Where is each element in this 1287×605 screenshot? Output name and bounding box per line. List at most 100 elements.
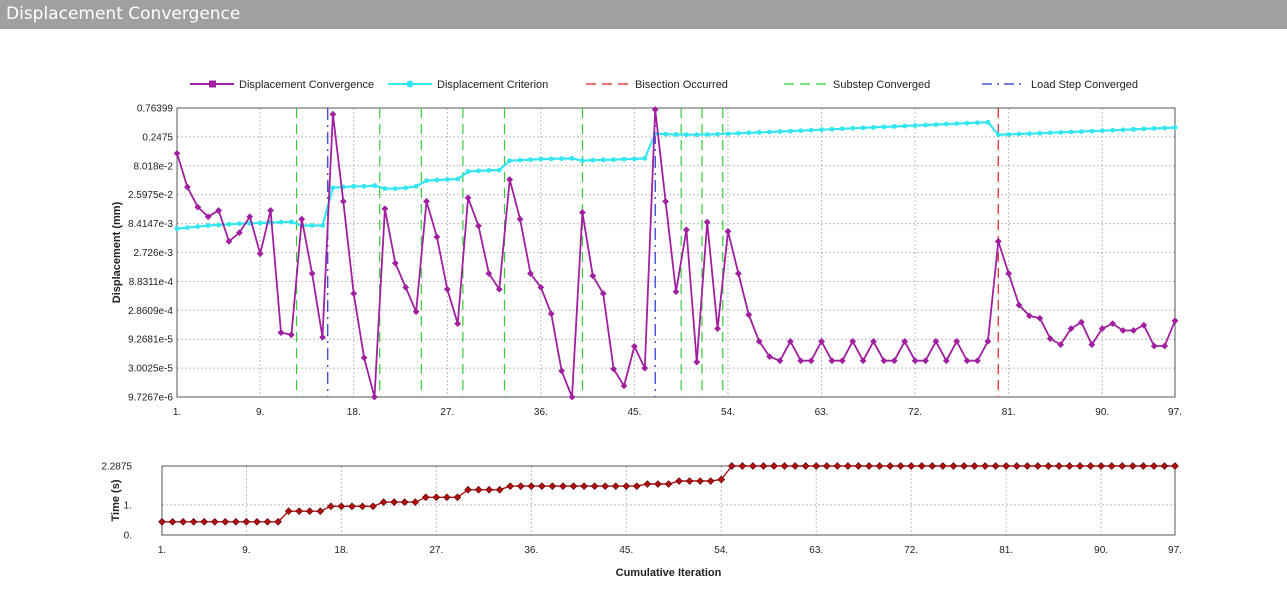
data-point xyxy=(1076,462,1084,470)
data-point xyxy=(474,485,483,494)
data-point xyxy=(200,517,209,526)
x-tick-label: 81. xyxy=(1002,407,1016,418)
x-tick-label: 9. xyxy=(242,545,250,556)
data-point xyxy=(579,209,586,216)
data-point xyxy=(675,477,683,485)
data-point xyxy=(621,156,627,162)
data-point xyxy=(1151,126,1157,131)
data-point xyxy=(880,357,888,365)
y-tick-label: 2.8609e-4 xyxy=(128,306,173,317)
data-point xyxy=(786,338,794,345)
data-point xyxy=(735,130,741,136)
data-point xyxy=(506,482,515,490)
data-point xyxy=(725,131,731,137)
series-displacement-criterion xyxy=(174,119,1178,232)
data-point xyxy=(745,311,753,319)
data-point xyxy=(496,167,502,173)
data-point xyxy=(859,357,867,365)
data-point xyxy=(1036,314,1044,322)
legend-label: Bisection Occurred xyxy=(635,79,728,91)
data-point xyxy=(379,498,388,506)
x-tick-label: 27. xyxy=(429,545,443,556)
legend-label: Substep Converged xyxy=(833,79,930,91)
data-point xyxy=(316,507,325,515)
data-point xyxy=(1012,462,1021,470)
y-tick-label: 2.726e-3 xyxy=(134,248,174,259)
data-point xyxy=(361,183,367,189)
data-point xyxy=(236,221,242,227)
data-point xyxy=(838,357,846,365)
data-point xyxy=(348,502,356,511)
data-point xyxy=(548,156,554,162)
data-point xyxy=(756,129,762,135)
data-point xyxy=(828,357,836,365)
data-point xyxy=(284,507,293,515)
y-axis-label: Displacement (mm) xyxy=(111,201,123,303)
y-tick-label: 0.2475 xyxy=(142,132,173,143)
data-point xyxy=(433,233,441,241)
data-point xyxy=(569,156,575,161)
data-point xyxy=(1057,341,1065,349)
data-point xyxy=(1088,341,1096,349)
data-point xyxy=(912,123,918,128)
data-point xyxy=(485,270,493,277)
data-point xyxy=(403,185,409,191)
data-point xyxy=(704,132,710,137)
data-point xyxy=(158,517,166,526)
data-point xyxy=(330,185,336,191)
data-point xyxy=(528,157,533,163)
data-point xyxy=(943,121,949,127)
data-point xyxy=(601,482,610,490)
x-tick-label: 81. xyxy=(999,545,1013,556)
x-tick-label: 97. xyxy=(1168,545,1182,556)
x-tick-label: 97. xyxy=(1168,407,1182,418)
data-point xyxy=(724,228,732,235)
data-point xyxy=(911,357,919,365)
legend-displacement-criterion: Displacement Criterion xyxy=(388,79,548,91)
data-point xyxy=(860,125,866,131)
y-tick-label: 1. xyxy=(124,500,132,511)
data-point xyxy=(964,120,970,126)
data-point xyxy=(242,517,251,526)
data-point xyxy=(215,207,222,214)
x-tick-label: 27. xyxy=(440,407,454,418)
legend-label: Load Step Converged xyxy=(1031,79,1138,91)
data-point xyxy=(901,338,909,345)
data-point xyxy=(818,338,825,345)
data-point xyxy=(189,517,198,526)
bottom-plot-frame xyxy=(161,465,1176,536)
data-point xyxy=(611,157,617,163)
data-point xyxy=(1141,126,1147,132)
data-point xyxy=(194,203,202,211)
data-point xyxy=(226,221,232,227)
data-point xyxy=(216,222,221,228)
data-point xyxy=(1130,327,1137,334)
data-point xyxy=(580,482,588,490)
data-point xyxy=(1006,131,1012,137)
data-point xyxy=(663,131,669,137)
data-point xyxy=(350,290,358,297)
data-point xyxy=(1086,462,1095,470)
data-point xyxy=(1150,342,1158,350)
data-point xyxy=(672,288,680,296)
data-point xyxy=(714,325,721,333)
data-point xyxy=(402,283,410,291)
data-point xyxy=(664,480,673,488)
data-point xyxy=(801,462,810,470)
data-point xyxy=(770,462,778,470)
series-line xyxy=(176,109,1176,398)
data-point xyxy=(454,320,462,328)
data-point xyxy=(538,482,546,490)
data-point xyxy=(1023,462,1032,470)
data-point xyxy=(683,132,689,138)
data-point xyxy=(734,270,742,277)
data-point xyxy=(538,156,544,162)
data-point xyxy=(506,176,514,183)
data-point xyxy=(1002,462,1010,470)
data-point xyxy=(685,477,694,485)
displacement-plot: 0.76399 0.2475 8.018e-2 2.5975e-2 8.4147e-3 2… xyxy=(111,104,1182,419)
data-point xyxy=(727,462,736,470)
y-tick-label: 8.4147e-3 xyxy=(128,219,173,230)
data-point xyxy=(443,493,451,502)
legend-marker xyxy=(209,80,216,88)
